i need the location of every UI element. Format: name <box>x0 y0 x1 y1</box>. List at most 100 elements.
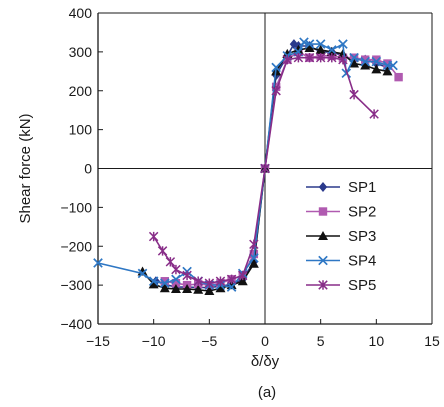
legend-label: SP4 <box>348 253 376 270</box>
data-point-sp3 <box>159 283 170 293</box>
legend-entry-sp4: SP4 <box>306 253 376 270</box>
x-tick-label: −15 <box>86 333 110 349</box>
legend-entry-sp2: SP2 <box>306 204 376 221</box>
data-point-sp3 <box>204 285 215 295</box>
data-point-sp5 <box>204 278 215 288</box>
data-point-sp3 <box>371 64 382 74</box>
data-point-sp5 <box>327 52 337 63</box>
legend-entry-sp1: SP1 <box>306 179 376 196</box>
legend-background <box>300 172 392 302</box>
data-point-sp5 <box>226 274 237 285</box>
data-point-sp5 <box>349 89 359 100</box>
data-point-sp5 <box>315 52 326 63</box>
data-point-sp3 <box>170 284 181 294</box>
data-point-sp3 <box>293 44 304 54</box>
data-point-sp4 <box>304 39 315 49</box>
data-point-sp3 <box>237 276 248 286</box>
legend-label: SP2 <box>348 204 376 221</box>
data-point-sp5 <box>182 270 192 281</box>
data-point-sp2 <box>383 59 392 68</box>
data-point-sp5 <box>271 86 281 96</box>
y-tick-label: −100 <box>60 199 92 215</box>
legend-swatch-marker <box>318 280 328 290</box>
data-point-sp4 <box>349 52 359 63</box>
data-point-sp4 <box>338 39 348 49</box>
data-point-sp5 <box>369 109 379 119</box>
data-point-sp2 <box>160 277 169 286</box>
data-point-sp3 <box>215 283 226 293</box>
series-layer <box>93 37 403 295</box>
data-point-sp5 <box>215 276 226 286</box>
x-tick-label: 15 <box>424 333 440 349</box>
data-point-sp5 <box>338 54 348 65</box>
data-point-sp5 <box>148 231 159 242</box>
x-tick-label: −10 <box>142 333 166 349</box>
data-point-sp3 <box>360 60 371 70</box>
figure-caption: (a) <box>258 384 276 401</box>
y-tick-label: 400 <box>69 5 93 21</box>
series-sp5 <box>148 52 379 288</box>
data-point-sp5 <box>293 52 304 63</box>
data-point-sp4 <box>315 39 326 49</box>
data-point-sp4 <box>171 274 181 285</box>
data-point-sp4 <box>341 68 352 79</box>
data-point-sp4 <box>326 45 337 55</box>
x-tick-label: 5 <box>317 333 325 349</box>
data-point-sp5 <box>260 163 270 174</box>
x-tick-label: −5 <box>201 333 217 349</box>
data-point-sp4 <box>299 37 309 47</box>
data-point-sp3 <box>349 58 360 68</box>
data-point-sp5 <box>193 276 203 286</box>
data-point-sp3 <box>193 284 204 294</box>
data-point-sp5 <box>165 257 176 267</box>
data-point-sp2 <box>372 55 381 64</box>
data-point-sp3 <box>382 66 393 76</box>
legend-label: SP3 <box>348 228 376 245</box>
data-point-sp5 <box>171 264 181 275</box>
data-point-sp4 <box>148 276 159 287</box>
data-point-sp2 <box>394 72 403 82</box>
y-tick-label: −300 <box>60 277 92 293</box>
y-tick-label: −200 <box>60 238 92 254</box>
legend-swatch-marker <box>318 255 328 266</box>
legend-label: SP5 <box>348 277 376 294</box>
data-point-sp4 <box>93 258 103 268</box>
data-point-sp4 <box>271 62 281 73</box>
legend-swatch-marker <box>318 231 328 240</box>
data-point-sp5 <box>238 270 248 281</box>
data-point-sp4 <box>159 278 170 288</box>
data-point-sp4 <box>137 268 148 279</box>
y-tick-label: 300 <box>69 44 93 60</box>
data-point-sp5 <box>304 52 315 63</box>
x-tick-label: 10 <box>369 333 385 349</box>
data-point-sp3 <box>248 258 259 268</box>
x-axis-label: δ/δy <box>251 353 280 370</box>
y-tick-label: −400 <box>60 316 92 332</box>
y-axis-label: Shear force (kN) <box>17 113 34 223</box>
y-tick-label: 0 <box>84 161 92 177</box>
data-point-sp2 <box>361 55 370 64</box>
data-point-sp3 <box>315 44 326 54</box>
legend-swatch-marker <box>318 182 328 192</box>
data-point-sp4 <box>360 56 371 67</box>
data-point-sp5 <box>282 54 292 65</box>
y-tick-label: 200 <box>69 83 93 99</box>
data-point-sp5 <box>157 246 168 256</box>
data-point-sp4 <box>388 60 398 71</box>
data-point-sp3 <box>148 279 159 289</box>
data-point-sp3 <box>182 284 193 294</box>
legend-label: SP1 <box>348 179 376 196</box>
legend: SP1 SP2 SP3 SP4 SP5 <box>300 172 392 302</box>
axis-ticks: −400 −300 −200 −100 0 100 200 300 400 −15 −10 −5 0 5 1… <box>60 5 440 349</box>
legend-swatch-marker <box>318 207 328 216</box>
data-point-sp2 <box>171 278 181 288</box>
data-point-sp4 <box>249 253 259 263</box>
legend-entry-sp5: SP5 <box>306 277 376 294</box>
data-point-sp3 <box>337 48 348 58</box>
data-point-sp4 <box>226 282 237 292</box>
y-tick-label: 100 <box>69 122 93 138</box>
data-point-sp5 <box>249 239 259 250</box>
data-point-sp4 <box>371 56 382 67</box>
legend-entry-sp3: SP3 <box>306 228 376 245</box>
